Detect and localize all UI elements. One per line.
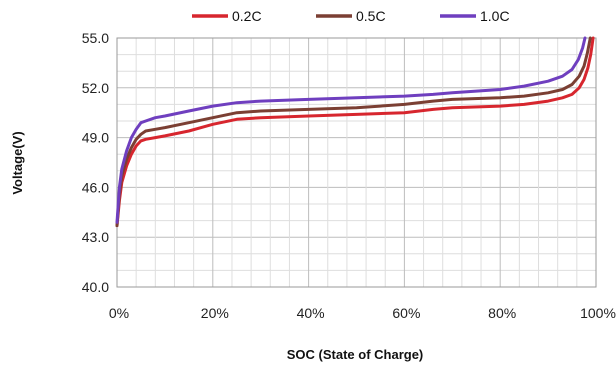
y-tick-label: 46.0	[82, 179, 109, 195]
x-tick-label: 60%	[392, 305, 420, 321]
y-tick-label: 55.0	[82, 30, 109, 46]
series	[115, 36, 595, 228]
series-line-0-5c	[115, 36, 592, 228]
series-line-0-2c	[115, 36, 595, 228]
y-tick-label: 52.0	[82, 80, 109, 96]
plot-border	[116, 37, 597, 288]
x-axis-title: SOC (State of Charge)	[287, 347, 424, 362]
grid	[116, 37, 597, 288]
legend-label: 0.5C	[356, 8, 386, 24]
axes	[116, 37, 597, 288]
x-tick-label: 100%	[580, 305, 616, 321]
legend: 0.2C 0.5C 1.0C	[192, 8, 510, 24]
legend-label: 1.0C	[480, 8, 510, 24]
x-tick-label: 80%	[488, 305, 516, 321]
tick-labels: 40.0 43.0 46.0 49.0 52.0 55.0 0% 20% 40% 60% 80% 10…	[82, 30, 616, 321]
x-tick-label: 20%	[201, 305, 229, 321]
x-tick-label: 40%	[297, 305, 325, 321]
legend-label: 0.2C	[232, 8, 262, 24]
x-tick-label: 0%	[109, 305, 129, 321]
y-tick-label: 49.0	[82, 130, 109, 146]
y-tick-label: 43.0	[82, 229, 109, 245]
y-axis-title: Voltage(V)	[10, 131, 25, 194]
series-line-1-0c	[115, 36, 587, 224]
y-tick-label: 40.0	[82, 279, 109, 295]
